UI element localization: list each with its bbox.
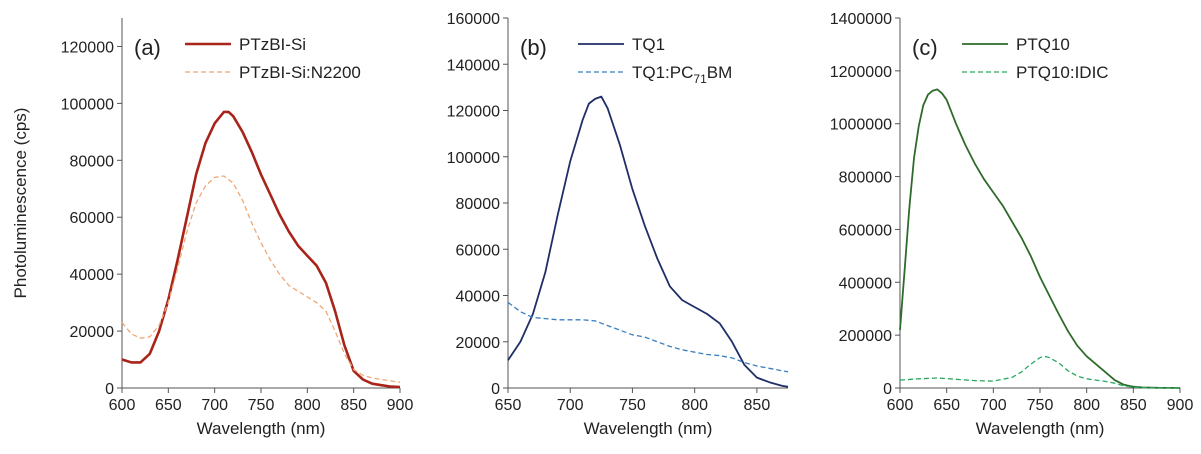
- y-tick-label: 120000: [61, 39, 114, 56]
- legend-label-1: PTQ10: [1016, 35, 1070, 54]
- y-tick-label: 100000: [61, 96, 114, 113]
- legend: PTQ10 PTQ10:IDIC: [962, 35, 1109, 82]
- y-tick-label: 800000: [839, 170, 892, 187]
- y-tick-label: 0: [105, 381, 114, 398]
- y-tick-label: 40000: [70, 267, 115, 284]
- y-axis-title: Photoluminescence (cps): [11, 108, 30, 299]
- x-tick-label: 750: [619, 397, 646, 414]
- x-tick-label: 700: [557, 397, 584, 414]
- series-line-2: [121, 175, 401, 383]
- y-tick-label: 80000: [456, 196, 501, 213]
- y-tick-label: 20000: [456, 335, 501, 352]
- x-tick-label: 850: [340, 397, 367, 414]
- panel-label: (c): [912, 35, 938, 60]
- x-tick-label: 900: [1167, 397, 1194, 414]
- y-tick-label: 140000: [447, 57, 500, 74]
- x-tick-label: 800: [681, 397, 708, 414]
- chart-panel-2: 0 20000 40000 60000 80000 100000 120000 140000 1…: [447, 11, 789, 438]
- y-tick-label: 1200000: [830, 64, 892, 81]
- y-tick-label: 1000000: [830, 117, 892, 134]
- x-tick-label: 850: [744, 397, 771, 414]
- panel-label: (a): [134, 35, 161, 60]
- legend-label-tail: BM: [707, 63, 733, 82]
- y-tick-label: 120000: [447, 104, 500, 121]
- legend: TQ1 TQ1:PC71BM: [578, 35, 732, 86]
- legend-label-subscript: 71: [693, 72, 707, 86]
- y-tick-label: 80000: [70, 153, 115, 170]
- x-tick-label: 800: [294, 397, 321, 414]
- x-axis-title: Wavelength (nm): [197, 419, 326, 438]
- legend-label-1: PTzBI-Si: [239, 35, 306, 54]
- series-line-1: [507, 95, 789, 388]
- legend: PTzBI-Si PTzBI-Si:N2200: [185, 35, 361, 82]
- legend-label-main: TQ1:PC: [632, 63, 693, 82]
- y-tick-label: 1400000: [830, 11, 892, 28]
- series-line-1: [121, 110, 401, 389]
- legend-label-2: TQ1:PC71BM: [632, 63, 732, 86]
- legend-label-2: PTzBI-Si:N2200: [239, 63, 361, 82]
- y-tick-label: 160000: [447, 11, 500, 28]
- series-line-1: [899, 88, 1181, 389]
- y-tick-label: 40000: [456, 289, 501, 306]
- x-tick-label: 850: [1120, 397, 1147, 414]
- y-tick-label: 0: [491, 381, 500, 398]
- x-tick-label: 700: [201, 397, 228, 414]
- y-tick-label: 100000: [447, 150, 500, 167]
- x-tick-label: 800: [1073, 397, 1100, 414]
- series-line-2: [507, 301, 789, 373]
- y-tick-label: 20000: [70, 324, 115, 341]
- x-axis-title: Wavelength (nm): [584, 419, 713, 438]
- x-tick-label: 600: [887, 397, 914, 414]
- chart-panel-1: 0 20000 40000 60000 80000 100000 120000 600 650 7…: [11, 18, 413, 438]
- x-axis-title: Wavelength (nm): [976, 419, 1105, 438]
- x-tick-label: 750: [1027, 397, 1054, 414]
- y-tick-label: 60000: [456, 242, 501, 259]
- y-tick-label: 0: [883, 381, 892, 398]
- x-tick-label: 600: [109, 397, 136, 414]
- y-tick-label: 600000: [839, 222, 892, 239]
- panel-label: (b): [520, 35, 547, 60]
- x-tick-label: 750: [248, 397, 275, 414]
- legend-label-1: TQ1: [632, 35, 665, 54]
- x-tick-label: 900: [387, 397, 414, 414]
- y-tick-label: 60000: [70, 210, 115, 227]
- x-tick-label: 650: [933, 397, 960, 414]
- chart-panel-3: 0 200000 400000 600000 800000 1000000 1200000 1…: [830, 11, 1194, 438]
- y-tick-label: 400000: [839, 275, 892, 292]
- y-tick-label: 200000: [839, 328, 892, 345]
- x-tick-label: 650: [155, 397, 182, 414]
- legend-label-2: PTQ10:IDIC: [1016, 63, 1109, 82]
- x-tick-label: 700: [980, 397, 1007, 414]
- x-tick-label: 650: [495, 397, 522, 414]
